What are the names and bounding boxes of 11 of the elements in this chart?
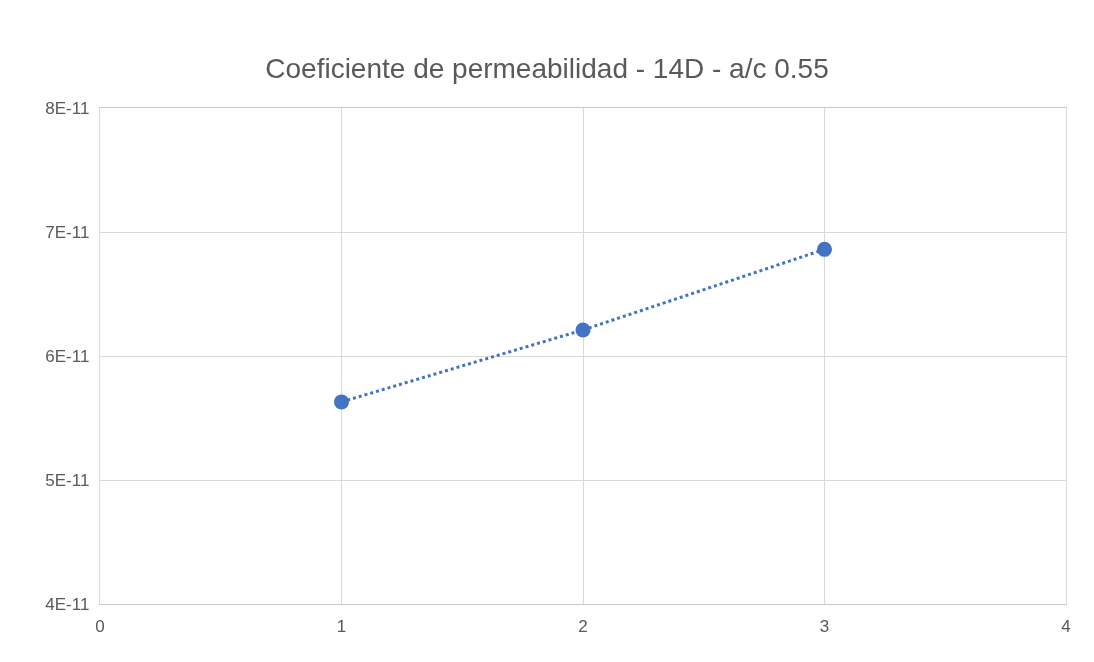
- x-tick-label: 4: [1061, 616, 1071, 636]
- y-tick-label: 8E-11: [45, 98, 90, 118]
- x-tick-label: 2: [578, 616, 588, 636]
- chart-title: Coeficiente de permeabilidad - 14D - a/c 0.55: [265, 52, 829, 84]
- x-tick-label: 1: [336, 616, 347, 636]
- y-tick-label: 7E-11: [45, 222, 90, 242]
- x-tick-label: 0: [95, 616, 105, 636]
- x-tick-label: 3: [819, 616, 830, 636]
- y-tick-label: 4E-11: [45, 594, 90, 614]
- y-tick-label: 6E-11: [45, 346, 90, 366]
- y-tick-label: 5E-11: [45, 470, 90, 490]
